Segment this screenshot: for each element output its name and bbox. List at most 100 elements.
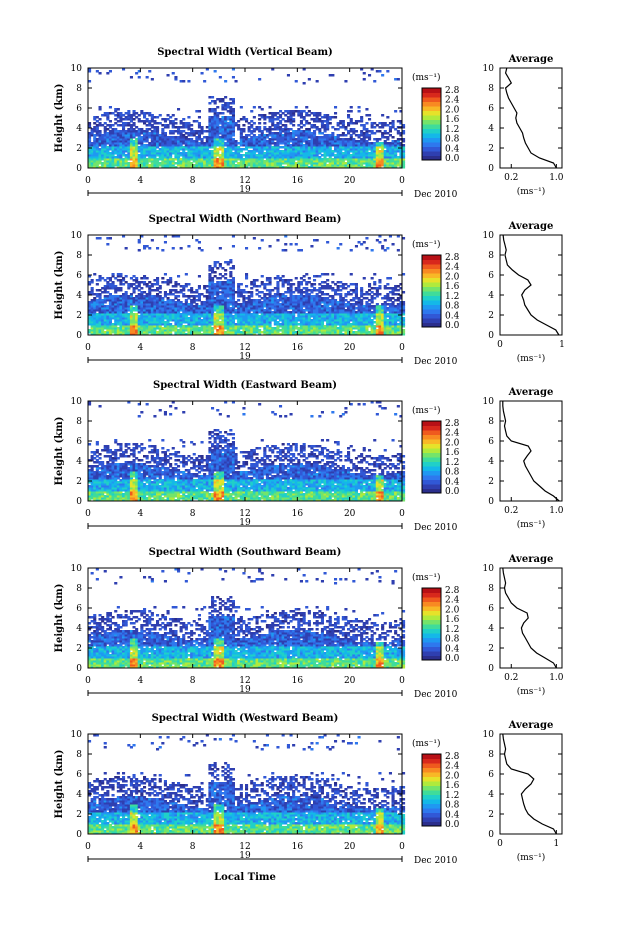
- heatmap-cell: [205, 299, 209, 302]
- heatmap-cell: [218, 331, 222, 334]
- heatmap-cell: [122, 293, 126, 296]
- heatmap-cell: [247, 303, 251, 306]
- heatmap-cell: [108, 134, 112, 137]
- heatmap-cell: [260, 132, 264, 135]
- heatmap-cell: [289, 122, 293, 125]
- heatmap-cell: [310, 144, 314, 147]
- heatmap-cell: [153, 160, 157, 163]
- heatmap-cell: [135, 329, 139, 332]
- heatmap-cell: [302, 150, 306, 153]
- heatmap-cell: [276, 301, 280, 304]
- heatmap-cell: [273, 156, 277, 159]
- heatmap-cell: [334, 150, 338, 153]
- heatmap-cell: [365, 146, 369, 149]
- heatmap-cell: [150, 130, 154, 133]
- heatmap-cell: [116, 156, 120, 159]
- heatmap-cell: [216, 317, 220, 320]
- heatmap-cell: [231, 134, 235, 137]
- heatmap-cell: [396, 130, 400, 133]
- heatmap-cell: [323, 333, 327, 336]
- heatmap-cell: [216, 329, 220, 332]
- heatmap-cell: [286, 319, 290, 322]
- heatmap-cell: [190, 313, 194, 316]
- heatmap-cell: [90, 134, 94, 137]
- heatmap-cell: [124, 154, 128, 157]
- heatmap-cell: [177, 138, 181, 141]
- heatmap-cell: [328, 148, 332, 151]
- heatmap-cell: [213, 132, 217, 135]
- heatmap-cell: [224, 166, 228, 169]
- heatmap-cell: [129, 134, 133, 137]
- heatmap-cell: [169, 146, 173, 149]
- heatmap-cell: [383, 142, 387, 145]
- heatmap-cell: [187, 307, 191, 310]
- heatmap-cell: [302, 329, 306, 332]
- heatmap-cell: [268, 130, 272, 133]
- heatmap-cell: [305, 301, 309, 304]
- heatmap-cell: [119, 319, 123, 322]
- heatmap-cell: [119, 281, 123, 284]
- heatmap-cell: [140, 164, 144, 167]
- heatmap-cell: [90, 156, 94, 159]
- heatmap-cell: [326, 126, 330, 129]
- heatmap-cell: [328, 329, 332, 332]
- heatmap-cell: [383, 156, 387, 159]
- heatmap-cell: [195, 291, 199, 294]
- heatmap-cell: [187, 305, 191, 308]
- heatmap-cell: [252, 237, 256, 240]
- heatmap-cell: [341, 142, 345, 145]
- heatmap-cell: [229, 289, 233, 292]
- heatmap-cell: [184, 305, 188, 308]
- heatmap-cell: [132, 327, 136, 330]
- heatmap-cell: [108, 295, 112, 298]
- heatmap-cell: [143, 299, 147, 302]
- heatmap-cell: [310, 295, 314, 298]
- heatmap-cell: [242, 327, 246, 330]
- heatmap-cell: [218, 301, 222, 304]
- heatmap-cell: [357, 144, 361, 147]
- heatmap-cell: [145, 315, 149, 318]
- heatmap-cell: [276, 299, 280, 302]
- heatmap-cell: [297, 313, 301, 316]
- heatmap-cell: [341, 156, 345, 159]
- heatmap-cell: [310, 303, 314, 306]
- heatmap-cell: [258, 317, 262, 320]
- heatmap-cell: [114, 329, 118, 332]
- heatmap-cell: [320, 311, 324, 314]
- heatmap-cell: [362, 152, 366, 155]
- heatmap-cell: [242, 160, 246, 163]
- heatmap-cell: [302, 279, 306, 282]
- heatmap-cell: [145, 164, 149, 167]
- heatmap-cell: [161, 128, 165, 131]
- heatmap-cell: [218, 120, 222, 123]
- heatmap-cell: [135, 305, 139, 308]
- heatmap-cell: [305, 150, 309, 153]
- heatmap-cell: [402, 148, 406, 151]
- heatmap-cell: [302, 333, 306, 336]
- heatmap-cell: [315, 146, 319, 149]
- heatmap-cell: [95, 329, 99, 332]
- heatmap-cell: [299, 309, 303, 312]
- heatmap-cell: [252, 122, 256, 125]
- heatmap-cell: [95, 138, 99, 141]
- heatmap-cell: [239, 305, 243, 308]
- heatmap-cell: [161, 152, 165, 155]
- heatmap-cell: [203, 287, 207, 290]
- heatmap-cell: [226, 299, 230, 302]
- heatmap-cell: [143, 311, 147, 314]
- heatmap-cell: [145, 293, 149, 296]
- heatmap-cell: [158, 134, 162, 137]
- heatmap-cell: [265, 313, 269, 316]
- heatmap-cell: [224, 281, 228, 284]
- heatmap-cell: [252, 285, 256, 288]
- heatmap-cell: [237, 305, 241, 308]
- heatmap-cell: [286, 325, 290, 328]
- heatmap-cell: [224, 142, 228, 145]
- heatmap-cell: [326, 152, 330, 155]
- heatmap-cell: [323, 126, 327, 129]
- heatmap-cell: [362, 140, 366, 143]
- heatmap-cell: [273, 323, 277, 326]
- heatmap-cell: [268, 305, 272, 308]
- heatmap-cell: [341, 140, 345, 143]
- heatmap-cell: [153, 321, 157, 324]
